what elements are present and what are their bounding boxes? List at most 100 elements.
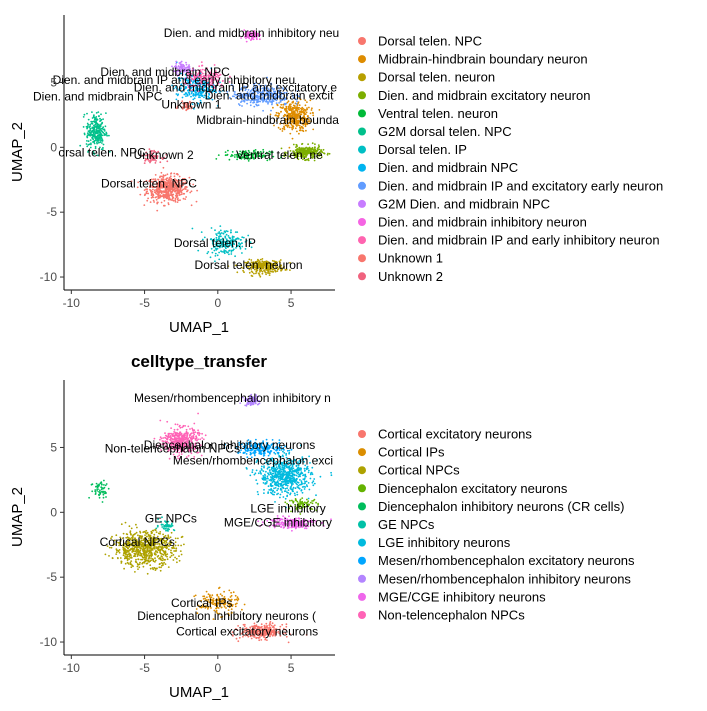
data-point [141, 555, 144, 558]
data-point [90, 132, 92, 134]
data-point [227, 251, 229, 254]
data-point [120, 560, 123, 563]
data-point [265, 470, 267, 473]
data-point [134, 571, 136, 573]
data-point [91, 490, 94, 493]
data-point [230, 231, 232, 234]
data-point [157, 189, 160, 191]
data-point [91, 121, 94, 123]
data-point [140, 558, 142, 561]
data-point [214, 255, 217, 257]
data-point [166, 529, 169, 531]
data-point [266, 467, 269, 470]
cluster-label: Unknown 2 [134, 148, 194, 162]
cluster-label: Midbrain-hindbrain bounda [196, 113, 339, 127]
data-point [262, 477, 265, 480]
data-point [298, 132, 300, 135]
data-point [154, 174, 157, 176]
data-point [322, 148, 325, 151]
data-point [159, 557, 161, 559]
data-point [126, 559, 129, 562]
data-point [149, 567, 152, 570]
data-point [282, 122, 285, 125]
data-point [227, 149, 229, 152]
data-point [288, 121, 291, 124]
data-point [96, 141, 98, 144]
data-point [170, 172, 173, 175]
legend-swatch [358, 218, 366, 226]
data-point [269, 113, 272, 116]
data-point [282, 115, 285, 117]
data-point [284, 481, 286, 483]
data-point [170, 194, 173, 197]
data-point [236, 231, 239, 234]
data-point [124, 555, 126, 558]
data-point [294, 487, 297, 490]
data-point [154, 162, 157, 164]
data-point [297, 124, 300, 126]
data-point [95, 112, 98, 114]
data-point [277, 115, 280, 118]
data-point [293, 104, 296, 107]
data-point [156, 182, 159, 185]
data-point [182, 184, 184, 187]
data-point [87, 140, 90, 143]
data-point [196, 189, 199, 192]
data-point [177, 173, 179, 176]
data-point [107, 487, 110, 490]
data-point [132, 550, 135, 553]
data-point [205, 590, 208, 593]
data-point [293, 116, 296, 119]
data-point [91, 483, 94, 486]
data-point [142, 565, 145, 568]
data-point [273, 260, 276, 263]
data-point [97, 134, 99, 137]
data-point [96, 124, 99, 127]
data-point [111, 557, 114, 560]
data-point [182, 178, 185, 181]
data-point [143, 204, 146, 207]
data-point [151, 529, 154, 532]
scatter-points [79, 29, 331, 278]
data-point [297, 121, 300, 123]
cluster-label: Unknown 1 [161, 97, 221, 111]
data-point [277, 112, 280, 115]
data-point [287, 106, 290, 109]
data-point [279, 468, 282, 470]
data-point [100, 483, 103, 485]
data-point [211, 251, 214, 254]
data-point [297, 481, 300, 484]
data-point [267, 102, 269, 105]
data-point [136, 555, 139, 557]
data-point [100, 486, 103, 489]
data-point [163, 199, 166, 202]
data-point [296, 109, 299, 112]
data-point [145, 188, 147, 191]
x-tick-label: 0 [214, 296, 221, 310]
data-point [275, 111, 278, 114]
data-point [155, 190, 158, 193]
legend-swatch [358, 272, 366, 281]
data-point [135, 558, 137, 561]
data-point [291, 121, 294, 124]
data-point [280, 106, 283, 109]
data-point [136, 186, 139, 189]
data-point [302, 111, 304, 114]
data-point [115, 551, 118, 554]
data-point [185, 186, 188, 189]
data-point [230, 229, 232, 232]
data-point [265, 482, 268, 484]
data-point [275, 102, 278, 104]
data-point [286, 487, 288, 490]
data-point [290, 103, 292, 106]
data-point [164, 563, 167, 565]
data-point [159, 531, 162, 533]
data-point [139, 193, 142, 196]
data-point [295, 103, 298, 105]
data-point [299, 98, 302, 101]
data-point [319, 475, 322, 478]
data-point [152, 559, 155, 561]
data-point [287, 100, 290, 103]
data-point [147, 560, 150, 563]
data-point [220, 232, 223, 234]
